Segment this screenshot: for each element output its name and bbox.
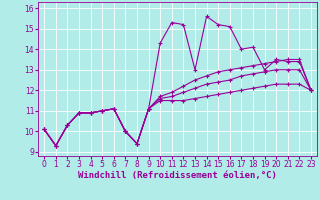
X-axis label: Windchill (Refroidissement éolien,°C): Windchill (Refroidissement éolien,°C): [78, 171, 277, 180]
